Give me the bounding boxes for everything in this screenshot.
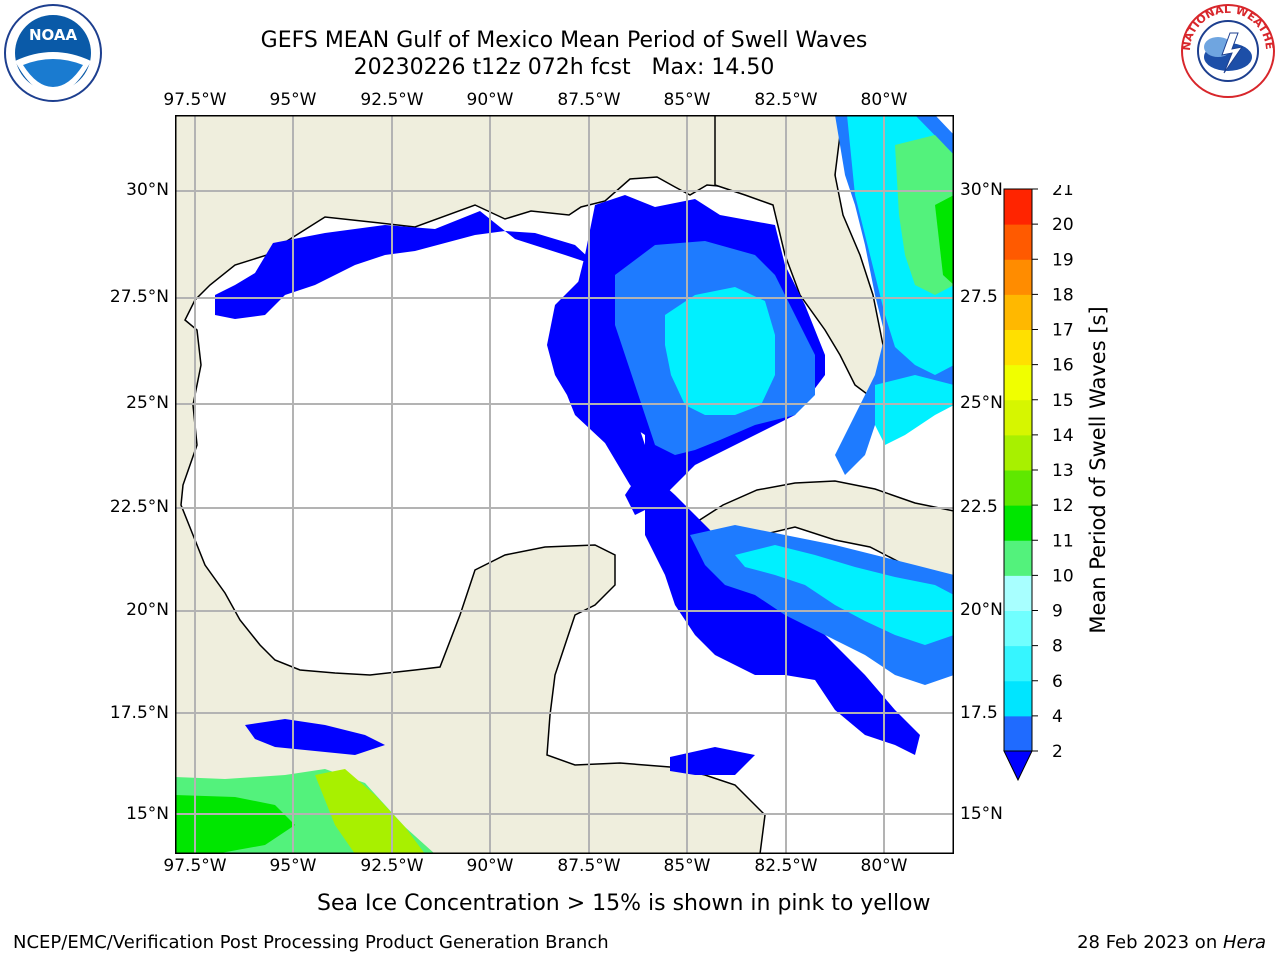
colorbar-tick-label: 6 (1052, 672, 1063, 692)
colorbar-swatch (1004, 189, 1032, 225)
colorbar-tick-label: 21 (1052, 185, 1074, 200)
nws-logo: NATIONAL WEATHER SERVICE (1178, 3, 1276, 98)
colorbar-tick-label: 13 (1052, 461, 1074, 481)
lat-label: 25°N (126, 393, 169, 413)
noaa-logo-text: NOAA (29, 26, 78, 44)
colorbar-swatch (1004, 715, 1032, 752)
colorbar-tick-label: 2 (1052, 742, 1063, 762)
colorbar-swatch (1004, 224, 1032, 260)
lon-label: 90°W (466, 90, 514, 110)
colorbar-tick-label: 15 (1052, 391, 1074, 411)
lat-label: 22.5°N (109, 497, 169, 517)
lon-label: 92.5°W (360, 856, 424, 876)
colorbar-swatch (1004, 645, 1032, 682)
colorbar-tick-label: 10 (1052, 566, 1074, 586)
colorbar-swatch (1004, 329, 1032, 366)
lon-label: 95°W (269, 90, 317, 110)
sea-ice-note: Sea Ice Concentration > 15% is shown in … (317, 891, 931, 916)
colorbar-swatch (1004, 259, 1032, 295)
colorbar-underflow (1003, 750, 1033, 782)
footer-branch: NCEP/EMC/Verification Post Processing Pr… (13, 932, 609, 953)
colorbar-tick-label: 20 (1052, 215, 1074, 235)
lon-label: 97.5°W (163, 856, 227, 876)
lat-label: 15°N (126, 804, 169, 824)
colorbar-swatch (1004, 364, 1032, 401)
lat-label: 27.5°N (109, 287, 169, 307)
colorbar-ticks: 2 4 6 8 9 10 11 12 13 14 15 16 17 18 19 20 21 (1032, 185, 1074, 762)
colorbar-swatch (1004, 505, 1032, 541)
footer-date-text: 28 Feb 2023 on (1077, 932, 1223, 953)
colorbar-swatch (1004, 399, 1032, 436)
colorbar-swatch (1004, 294, 1032, 330)
colorbar-tick-label: 4 (1052, 707, 1063, 727)
lat-label: 27.5 (960, 287, 998, 307)
colorbar-swatch (1004, 610, 1032, 647)
lat-label: 30°N (126, 180, 169, 200)
lon-label: 85°W (663, 856, 711, 876)
lon-label: 90°W (466, 856, 514, 876)
lon-label: 80°W (860, 90, 908, 110)
colorbar-tick-label: 12 (1052, 496, 1074, 516)
colorbar-swatches (1004, 189, 1032, 752)
lat-label: 17.5 (960, 703, 998, 723)
colorbar: 2 4 6 8 9 10 11 12 13 14 15 16 17 18 19 20 21 (1003, 185, 1074, 782)
lat-label: 15°N (960, 804, 1003, 824)
footer-date: 28 Feb 2023 on Hera (1077, 932, 1266, 953)
noaa-logo: NOAA (4, 4, 102, 102)
colorbar-swatch (1004, 575, 1032, 611)
lon-label: 80°W (860, 856, 908, 876)
lon-label: 82.5°W (754, 856, 818, 876)
lat-label: 17.5°N (109, 703, 169, 723)
lon-label: 87.5°W (557, 856, 621, 876)
colorbar-tick-label: 9 (1052, 602, 1063, 622)
lon-label: 92.5°W (360, 90, 424, 110)
colorbar-tick-label: 8 (1052, 637, 1063, 657)
colorbar-swatch (1004, 470, 1032, 506)
colorbar-tick-label: 11 (1052, 531, 1074, 551)
colorbar-tick-label: 16 (1052, 356, 1074, 376)
pacific-swells (175, 769, 435, 854)
swell-very-high-period (895, 135, 954, 295)
lon-label: 82.5°W (754, 90, 818, 110)
chart-subtitle: 20230226 t12z 072h fcst Max: 14.50 (353, 55, 775, 80)
lat-label: 20°N (960, 600, 1003, 620)
map-frame (175, 115, 954, 854)
lat-label: 25°N (960, 393, 1003, 413)
colorbar-swatch (1004, 680, 1032, 717)
lat-label: 30°N (960, 180, 1003, 200)
lon-label: 97.5°W (163, 90, 227, 110)
colorbar-label: Mean Period of Swell Waves [s] (1086, 306, 1110, 634)
lon-label: 85°W (663, 90, 711, 110)
lon-label: 87.5°W (557, 90, 621, 110)
colorbar-swatch (1004, 434, 1032, 471)
lat-label: 20°N (126, 600, 169, 620)
lat-label: 22.5 (960, 497, 998, 517)
map-grid (175, 115, 954, 854)
chart-title: GEFS MEAN Gulf of Mexico Mean Period of … (260, 28, 868, 53)
colorbar-tick-label: 18 (1052, 285, 1074, 305)
colorbar-tick-label: 17 (1052, 321, 1074, 341)
footer-host: Hera (1222, 932, 1266, 953)
colorbar-swatch (1004, 540, 1032, 576)
map-panel (175, 115, 954, 854)
colorbar-tick-label: 14 (1052, 426, 1074, 446)
colorbar-tick-label: 19 (1052, 250, 1074, 270)
lon-label: 95°W (269, 856, 317, 876)
